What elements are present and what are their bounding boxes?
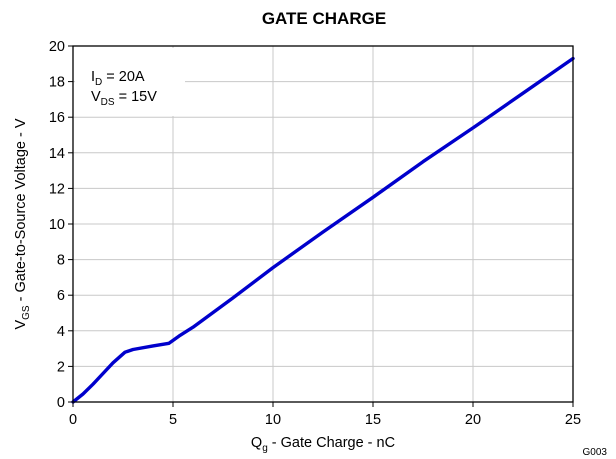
x-tick-label: 10 bbox=[265, 412, 281, 428]
y-tick-label: 4 bbox=[57, 324, 65, 340]
tick-layer: 0 5 10 15 20 25 0 2 4 6 8 10 12 14 16 18 20 bbox=[49, 39, 581, 428]
x-tick-label: 5 bbox=[169, 412, 177, 428]
y-tick-label: 6 bbox=[57, 288, 65, 304]
y-tick-label: 8 bbox=[57, 253, 65, 269]
y-tick-label: 16 bbox=[49, 110, 65, 126]
y-axis-label: VGS - Gate-to-Source Voltage - V bbox=[13, 118, 32, 329]
y-tick-label: 10 bbox=[49, 217, 65, 233]
figure-id: G003 bbox=[583, 447, 608, 458]
annotation-box bbox=[75, 48, 185, 116]
x-axis-label: Qg - Gate Charge - nC bbox=[251, 435, 395, 454]
series-layer bbox=[71, 56, 575, 404]
x-tick-label: 20 bbox=[465, 412, 481, 428]
y-tick-label: 20 bbox=[49, 39, 65, 55]
x-tick-label: 0 bbox=[69, 412, 77, 428]
chart-title: GATE CHARGE bbox=[262, 9, 386, 28]
y-tick-label: 14 bbox=[49, 146, 65, 162]
y-tick-label: 2 bbox=[57, 359, 65, 375]
x-tick-label: 25 bbox=[565, 412, 581, 428]
y-tick-label: 12 bbox=[49, 181, 65, 197]
annotation-drain-source-voltage: VDS = 15V bbox=[91, 89, 157, 108]
annotation-drain-current: ID = 20A bbox=[91, 69, 145, 88]
grid bbox=[73, 46, 573, 402]
y-tick-label: 0 bbox=[57, 395, 65, 411]
vgs-series-line bbox=[71, 56, 575, 404]
x-tick-label: 15 bbox=[365, 412, 381, 428]
y-tick-label: 18 bbox=[49, 75, 65, 91]
